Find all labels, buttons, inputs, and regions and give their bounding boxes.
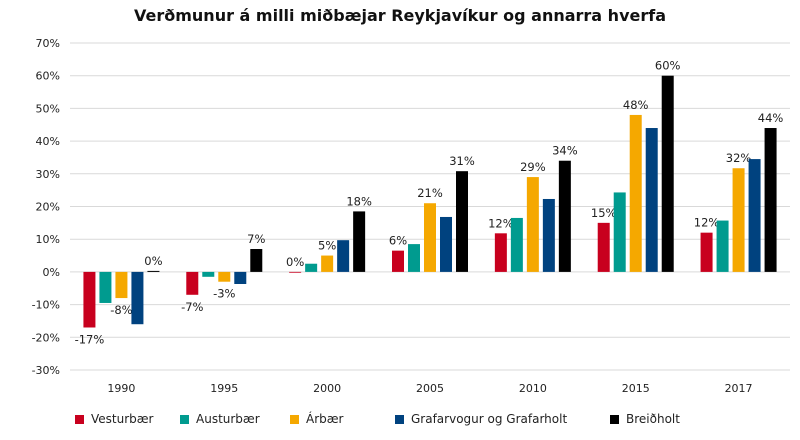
data-label: 48% xyxy=(623,98,649,112)
data-label: -8% xyxy=(110,303,132,317)
x-tick-label: 2010 xyxy=(519,382,547,395)
bar-Árbær xyxy=(218,271,231,282)
legend-label: Grafarvogur og Grafarholt xyxy=(411,412,568,426)
legend-item: Grafarvogur og Grafarholt xyxy=(395,412,567,426)
data-label: 29% xyxy=(520,160,546,174)
bar-Árbær xyxy=(732,168,745,272)
y-tick-label: 30% xyxy=(36,168,60,181)
bar-Árbær xyxy=(629,114,642,272)
bar-Grafarvogur og Grafarholt xyxy=(440,216,452,272)
chart-title: Verðmunur á milli miðbæjar Reykjavíkur o… xyxy=(134,6,666,25)
bar-Grafarvogur og Grafarholt xyxy=(645,128,658,272)
x-tick-label: 1990 xyxy=(107,382,135,395)
legend-label: Árbær xyxy=(306,412,344,426)
bar-Breiðholt xyxy=(558,160,571,272)
legend-swatch xyxy=(180,414,189,424)
data-label: 15% xyxy=(591,206,617,220)
data-label: 60% xyxy=(655,59,681,73)
legend-label: Vesturbær xyxy=(91,412,154,426)
bar-Grafarvogur og Grafarholt xyxy=(337,240,350,272)
legend-item: Árbær xyxy=(290,412,343,426)
legend-item: Austurbær xyxy=(180,412,260,426)
bar-Vesturbær xyxy=(392,250,404,272)
bar-Árbær xyxy=(321,255,334,272)
bar-Austurbær xyxy=(510,217,523,272)
y-tick-label: 60% xyxy=(36,70,60,83)
x-tick-label: 2000 xyxy=(313,382,341,395)
y-tick-label: 0% xyxy=(43,266,60,279)
bar-Austurbær xyxy=(305,263,318,272)
bar-Breiðholt xyxy=(661,75,674,272)
legend-swatch xyxy=(610,414,619,424)
y-tick-label: 20% xyxy=(36,201,60,214)
bar-Vesturbær xyxy=(186,271,199,295)
y-tick-label: 40% xyxy=(36,135,60,148)
legend-item: Vesturbær xyxy=(75,412,154,426)
y-tick-label: 50% xyxy=(36,102,60,115)
x-tick-label: 2017 xyxy=(725,382,753,395)
bar-Grafarvogur og Grafarholt xyxy=(542,198,555,272)
y-tick-label: 10% xyxy=(36,233,60,246)
legend-swatch xyxy=(395,414,404,424)
legend-label: Austurbær xyxy=(196,412,260,426)
bar-Breiðholt xyxy=(353,211,366,272)
bar-Austurbær xyxy=(716,220,729,272)
bar-Vesturbær xyxy=(494,233,507,272)
legend-item: Breiðholt xyxy=(610,412,680,426)
bar-Vesturbær xyxy=(83,271,96,328)
data-label: 5% xyxy=(318,239,336,253)
y-tick-label: 70% xyxy=(36,37,60,50)
data-label: 31% xyxy=(449,154,475,168)
legend-label: Breiðholt xyxy=(626,412,680,426)
legend-swatch xyxy=(75,414,84,424)
bar-Vesturbær xyxy=(700,232,713,272)
data-label: 7% xyxy=(247,232,265,246)
bar-Breiðholt xyxy=(456,171,468,272)
data-label: -3% xyxy=(213,287,235,301)
bar-Breiðholt xyxy=(250,249,263,272)
data-label: -17% xyxy=(75,332,105,346)
data-label: 6% xyxy=(389,234,407,248)
data-label: 0% xyxy=(144,254,162,268)
data-label: 12% xyxy=(488,216,514,230)
x-tick-label: 2015 xyxy=(622,382,650,395)
x-tick-label: 2005 xyxy=(416,382,444,395)
legend-swatch xyxy=(290,414,299,424)
bar-Vesturbær xyxy=(289,271,302,273)
y-tick-label: -30% xyxy=(32,364,60,377)
bar-Grafarvogur og Grafarholt xyxy=(234,271,247,284)
y-tick-label: -20% xyxy=(32,331,60,344)
data-label: -7% xyxy=(181,300,203,314)
bar-Austurbær xyxy=(613,192,626,272)
data-label: 0% xyxy=(286,255,304,269)
data-label: 32% xyxy=(726,151,752,165)
data-label: 44% xyxy=(758,111,784,125)
data-label: 12% xyxy=(694,216,720,230)
bar-Austurbær xyxy=(99,271,112,303)
data-label: 21% xyxy=(417,186,443,200)
bar-Austurbær xyxy=(202,271,215,277)
x-tick-label: 1995 xyxy=(210,382,238,395)
bar-Breiðholt xyxy=(147,270,160,272)
bar-Austurbær xyxy=(408,244,420,272)
data-label: 34% xyxy=(552,144,578,158)
bar-Breiðholt xyxy=(764,128,777,272)
bar-Árbær xyxy=(424,203,436,272)
bar-Vesturbær xyxy=(597,222,610,272)
y-tick-label: -10% xyxy=(32,299,60,312)
bar-Árbær xyxy=(526,177,539,272)
bar-Grafarvogur og Grafarholt xyxy=(131,271,144,325)
bar-Árbær xyxy=(115,271,128,299)
data-label: 18% xyxy=(346,194,372,208)
bar-Grafarvogur og Grafarholt xyxy=(748,159,761,272)
